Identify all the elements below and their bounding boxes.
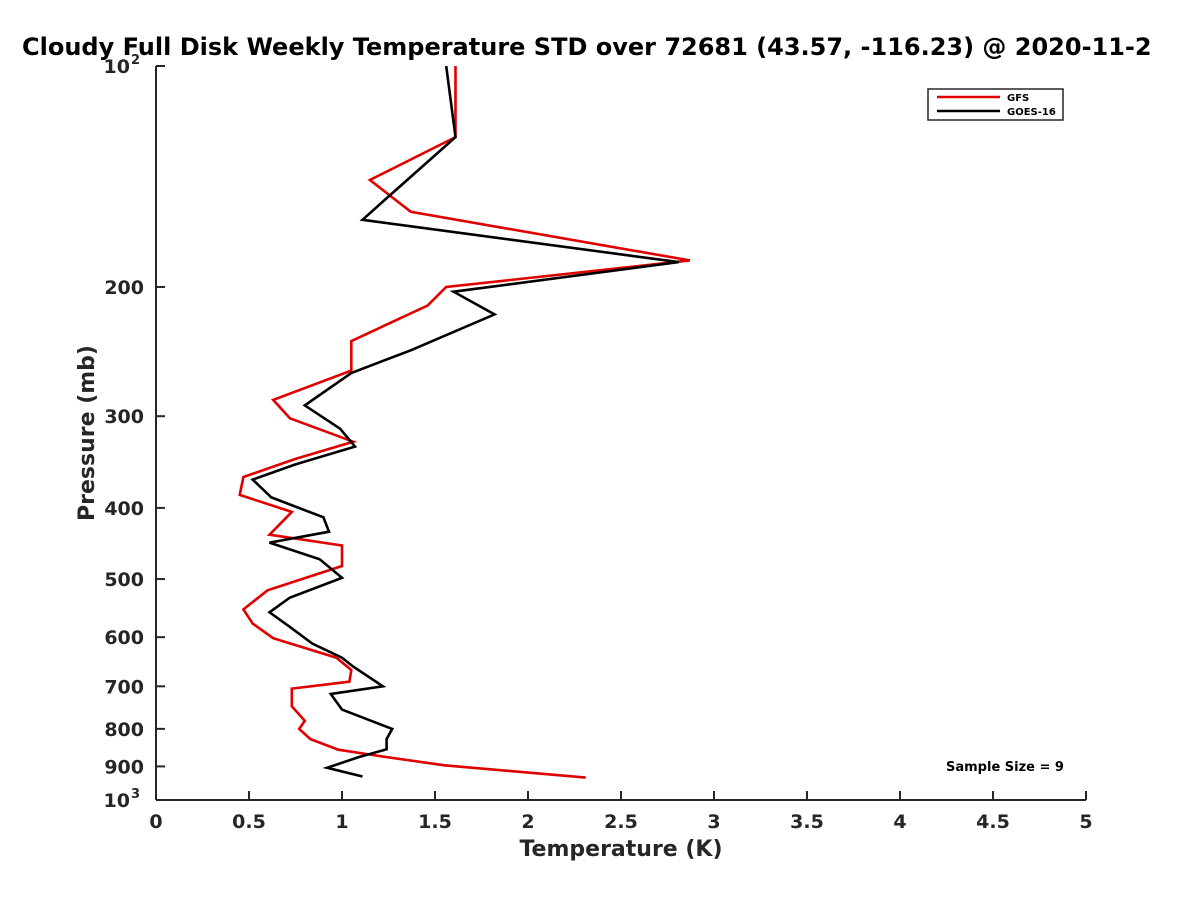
x-tick-label: 4.5 xyxy=(976,811,1010,833)
y-tick-label: 900 xyxy=(104,756,144,778)
x-tick-label: 1.5 xyxy=(418,811,452,833)
sample-size-annotation: Sample Size = 9 xyxy=(946,760,1064,775)
y-tick-label: 400 xyxy=(104,498,144,520)
x-tick-label: 2 xyxy=(521,811,534,833)
y-axis-label: Pressure (mb) xyxy=(75,345,100,521)
x-tick-label: 1 xyxy=(335,811,348,833)
series-line-gfs xyxy=(238,66,691,779)
y-tick-label-exponent: 3 xyxy=(131,787,140,802)
series-line-goes-16 xyxy=(250,65,679,778)
plot-area: 0 0.5 1 1.5 2 2.5 3 3.5 4 4.5 5 10 2200300400500600… xyxy=(104,53,1093,833)
x-tick-label: 5 xyxy=(1079,811,1092,833)
legend-box xyxy=(927,88,1064,121)
y-tick-label-base: 10 xyxy=(104,790,130,812)
y-tick-label-exponent: 2 xyxy=(131,53,140,68)
series-layer xyxy=(238,65,691,779)
y-tick-label-base: 10 xyxy=(104,56,130,78)
chart-title: Cloudy Full Disk Weekly Temperature STD … xyxy=(22,33,1152,61)
x-ticks: 0 0.5 1 1.5 2 2.5 3 3.5 4 4.5 5 xyxy=(149,791,1093,833)
x-tick-label: 2.5 xyxy=(604,811,638,833)
y-tick-label: 300 xyxy=(104,406,144,428)
y-tick-label: 800 xyxy=(104,719,144,741)
x-tick-label: 0.5 xyxy=(232,811,266,833)
legend-label-gfs: GFS xyxy=(1007,93,1029,104)
legend-label-goes-16: GOES-16 xyxy=(1007,107,1056,118)
x-tick-label: 3 xyxy=(707,811,720,833)
y-tick-label: 200 xyxy=(104,277,144,299)
x-tick-label: 4 xyxy=(893,811,906,833)
y-tick-label: 500 xyxy=(104,569,144,591)
y-tick-label: 600 xyxy=(104,627,144,649)
x-tick-label: 0 xyxy=(149,811,162,833)
x-axis-label: Temperature (K) xyxy=(519,837,722,862)
y-tick-label: 700 xyxy=(104,676,144,698)
legend: GFS GOES-16 xyxy=(927,88,1064,121)
x-tick-label: 3.5 xyxy=(790,811,824,833)
